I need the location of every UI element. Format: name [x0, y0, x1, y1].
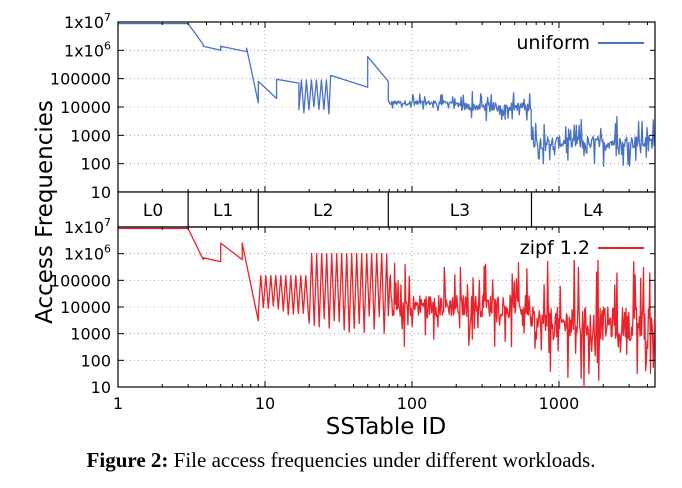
- figure-caption: Figure 2: File access frequencies under …: [0, 448, 682, 473]
- level-label-l2: L2: [313, 201, 333, 221]
- level-layer: L0 L1 L2 L3 L4: [143, 192, 603, 227]
- x-axis-title: SSTable ID: [326, 414, 446, 440]
- level-label-l0: L0: [143, 201, 163, 221]
- y-tick-label: 1000: [70, 126, 111, 145]
- y-tick-label: 1x107: [64, 11, 111, 32]
- y-tick-label: 1x106: [64, 39, 111, 60]
- tick-layer: 10 100 1000 10000 100000 1x106 1x107 10 100 1000 1…: [50, 11, 655, 413]
- y-tick-label: 10000: [60, 98, 111, 117]
- x-tick-label: 100: [397, 394, 428, 413]
- y-tick-label: 100000: [50, 271, 111, 290]
- level-label-l3: L3: [450, 201, 470, 221]
- legend-layer: uniform zipf 1.2: [470, 31, 650, 260]
- y-tick-label: 100: [80, 155, 111, 174]
- y-tick-label: 1000: [70, 325, 111, 344]
- y-tick-label: 100: [80, 351, 111, 370]
- y-tick-label: 1x107: [64, 216, 111, 237]
- caption-text: File access frequencies under different …: [173, 448, 596, 472]
- x-tick-label: 1: [113, 394, 123, 413]
- zipf-legend-label: zipf 1.2: [520, 237, 590, 259]
- x-tick-label: 10: [255, 394, 275, 413]
- y-axis-title: Access Frequencies: [32, 100, 58, 324]
- y-tick-label: 10000: [60, 298, 111, 317]
- level-strip: [117, 191, 656, 228]
- series-layer: [118, 22, 656, 388]
- y-tick-label: 100000: [50, 70, 111, 89]
- uniform-legend-label: uniform: [516, 32, 590, 54]
- y-tick-label: 1x106: [64, 243, 111, 264]
- level-label-l1: L1: [213, 201, 233, 221]
- uniform-series-line: [118, 22, 656, 168]
- level-label-l4: L4: [583, 201, 603, 221]
- x-tick-label: 1000: [539, 394, 580, 413]
- zipf-series-line: [118, 227, 656, 388]
- y-tick-label: 10: [91, 183, 111, 202]
- y-tick-label: 10: [91, 378, 111, 397]
- caption-label: Figure 2:: [86, 448, 169, 472]
